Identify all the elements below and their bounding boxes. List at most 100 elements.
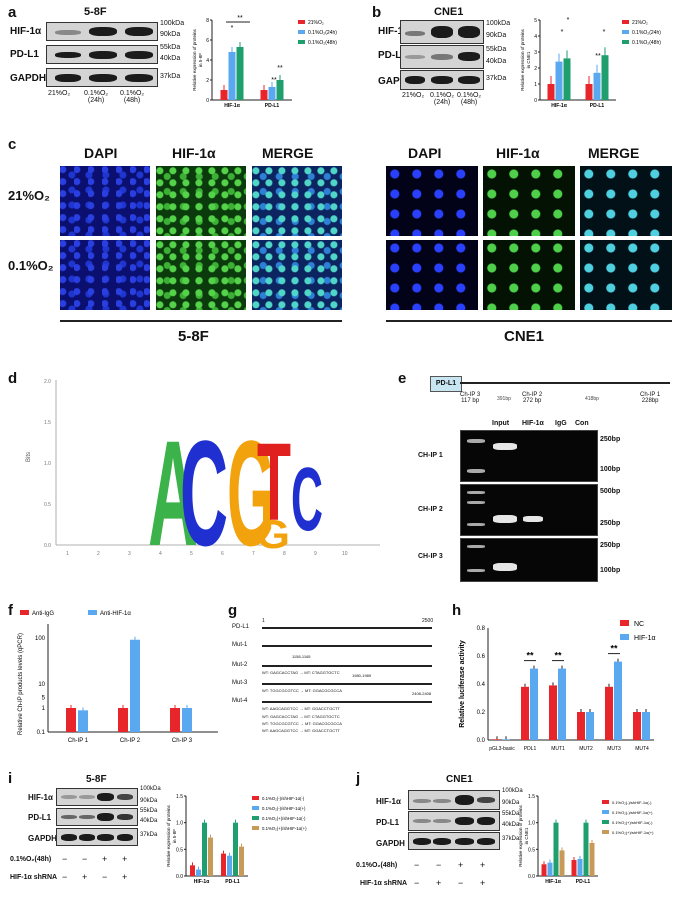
- legend-swatch: [620, 620, 629, 626]
- row-header: 0.1%O₂: [8, 258, 54, 273]
- bar: [239, 846, 244, 876]
- bar-chart-b: 0 1 2 3 4 5 HIF-1α PD-L1 21%O₂ 0.1%O₂(24h) 0.1%O₂(…: [520, 17, 661, 109]
- y-tick-label: 2: [534, 66, 537, 72]
- condition-sign: +: [480, 878, 486, 888]
- legend-label: 0.1%O₂(48h): [308, 40, 337, 46]
- significance-mark: *: [231, 25, 234, 32]
- bar: [227, 855, 232, 876]
- y-axis-label: in 5-8F: [198, 53, 203, 67]
- bar: [614, 661, 622, 740]
- legend-swatch: [298, 30, 305, 34]
- legend-swatch: [252, 806, 259, 810]
- western-blot-strip: [408, 832, 500, 850]
- legend-label: 0.1%O₂(24h): [632, 30, 661, 36]
- bar: [276, 80, 284, 100]
- bar: [563, 58, 571, 100]
- blot-row-label: GAPDH: [10, 73, 47, 84]
- logo-ytick: 1.5: [44, 420, 51, 426]
- blot-row-label: PD-L1: [378, 50, 407, 61]
- logo-xtick: 3: [128, 551, 131, 557]
- logo-xtick: 1: [66, 551, 69, 557]
- x-tick-label: PD-L1: [265, 103, 280, 109]
- x-tick-label: PD-L1: [590, 103, 605, 109]
- panel-label-a: a: [8, 4, 17, 21]
- lane-label: 0.1%O₂ (24h): [430, 92, 455, 106]
- group-underline: [386, 320, 672, 322]
- y-tick-label: 0.1: [37, 730, 46, 736]
- x-tick-label: Ch-IP 3: [172, 738, 193, 744]
- logo-letter-g: G: [227, 409, 275, 577]
- blot-title-j: CNE1: [446, 774, 473, 785]
- blot-row-label: HIF-1α: [28, 793, 53, 802]
- condition-label: 0.1%O₂(48h): [356, 862, 398, 869]
- bar: [202, 822, 207, 876]
- y-tick-label: 5: [42, 695, 46, 701]
- y-tick-label: 1: [42, 706, 46, 712]
- bar: [502, 739, 510, 740]
- bar: [493, 739, 501, 740]
- dapi-image: [386, 166, 478, 236]
- legend-swatch: [20, 610, 29, 615]
- y-axis-label: in CNE1: [524, 827, 529, 844]
- y-axis-label: in CNE1: [526, 51, 531, 68]
- bar: [541, 864, 547, 876]
- significance-mark: *: [561, 29, 564, 36]
- y-tick-label: 6: [206, 38, 209, 44]
- bp-marker: 250bp: [600, 436, 621, 443]
- mutation-schematic: 1 2500 PD-L1 Mut-1 Mut-2 1158-1165 WT: G…: [232, 618, 446, 736]
- y-tick-label: 0.0: [528, 874, 535, 880]
- bar: [530, 668, 538, 740]
- legend-swatch: [252, 816, 259, 820]
- gap-label: 418bp: [585, 396, 599, 402]
- bar: [260, 90, 268, 100]
- condition-sign: +: [480, 860, 486, 870]
- legend-swatch: [602, 820, 609, 824]
- significance-mark: **: [277, 65, 283, 72]
- x-tick-label: PD-L1: [225, 879, 240, 885]
- y-tick-label: 1.5: [176, 794, 183, 800]
- legend-swatch: [622, 40, 629, 44]
- condition-sign: +: [122, 854, 128, 864]
- bp-marker: 100bp: [600, 466, 621, 473]
- scale-start: 1: [262, 618, 265, 624]
- lane-label: 21%O₂: [402, 92, 425, 99]
- legend-swatch: [88, 610, 97, 615]
- condition-label: HIF-1α shRNA: [10, 874, 58, 881]
- logo-xtick: 9: [314, 551, 317, 557]
- western-blot-strip: [408, 790, 500, 810]
- bar: [642, 712, 650, 740]
- y-axis-label: in 5-8F: [172, 829, 177, 843]
- site-label: 2408-2408: [412, 691, 432, 696]
- significance-mark: **: [271, 77, 277, 84]
- x-tick-label: Ch-IP 2: [120, 738, 141, 744]
- y-tick-label: 4: [206, 58, 209, 64]
- bar: [221, 853, 226, 876]
- bar: [589, 842, 595, 876]
- bar-chart-j: 0.0 0.5 1.0 1.5 HIF-1α PD-L1 0.1%O₂(-)/shHIF-1…: [518, 794, 654, 885]
- lane-label: 0.1%O₂ (48h): [457, 92, 482, 106]
- gene-box: PD-L1: [430, 376, 462, 392]
- bar: [170, 708, 180, 732]
- marker-label: 100kDa: [486, 20, 511, 27]
- blot-row-label: PD-L1: [376, 818, 400, 827]
- y-tick-label: 0.5: [176, 847, 183, 853]
- bar: [559, 850, 565, 876]
- gel-lane-label: IgG: [555, 420, 567, 427]
- gel-row-label: CH-IP 2: [418, 506, 443, 513]
- marker-label: 40kDa: [160, 55, 181, 62]
- legend-swatch: [620, 634, 629, 640]
- hif1a-image: [156, 166, 246, 236]
- agarose-gel: [460, 430, 598, 482]
- bar: [549, 685, 557, 740]
- blot-row-label: PD-L1: [10, 49, 39, 60]
- logo-letter-a: A: [148, 409, 198, 577]
- bar-chart-f: 100 10 5 1 0.1 Ch-IP 1 Ch-IP 2 Ch-IP 3 Anti-IgG A…: [18, 610, 218, 744]
- seq-change: WT: GAGCACCTAG → MT: CTAGGTGCTC: [262, 670, 340, 675]
- logo-xticks: 1 2 3 4 5 6 7 8 9 10: [66, 551, 348, 557]
- panel-label-h: h: [452, 602, 462, 619]
- column-header: HIF-1α: [496, 145, 540, 161]
- legend-label: 21%O₂: [308, 20, 324, 26]
- bar: [521, 686, 529, 740]
- x-tick-label: HIF-1α: [194, 879, 211, 885]
- bar-chart-a: 0 2 4 6 8 HIF-1α PD-L1 21%O₂ 0.1%O₂(24h) 0.1%O₂(4…: [192, 15, 337, 109]
